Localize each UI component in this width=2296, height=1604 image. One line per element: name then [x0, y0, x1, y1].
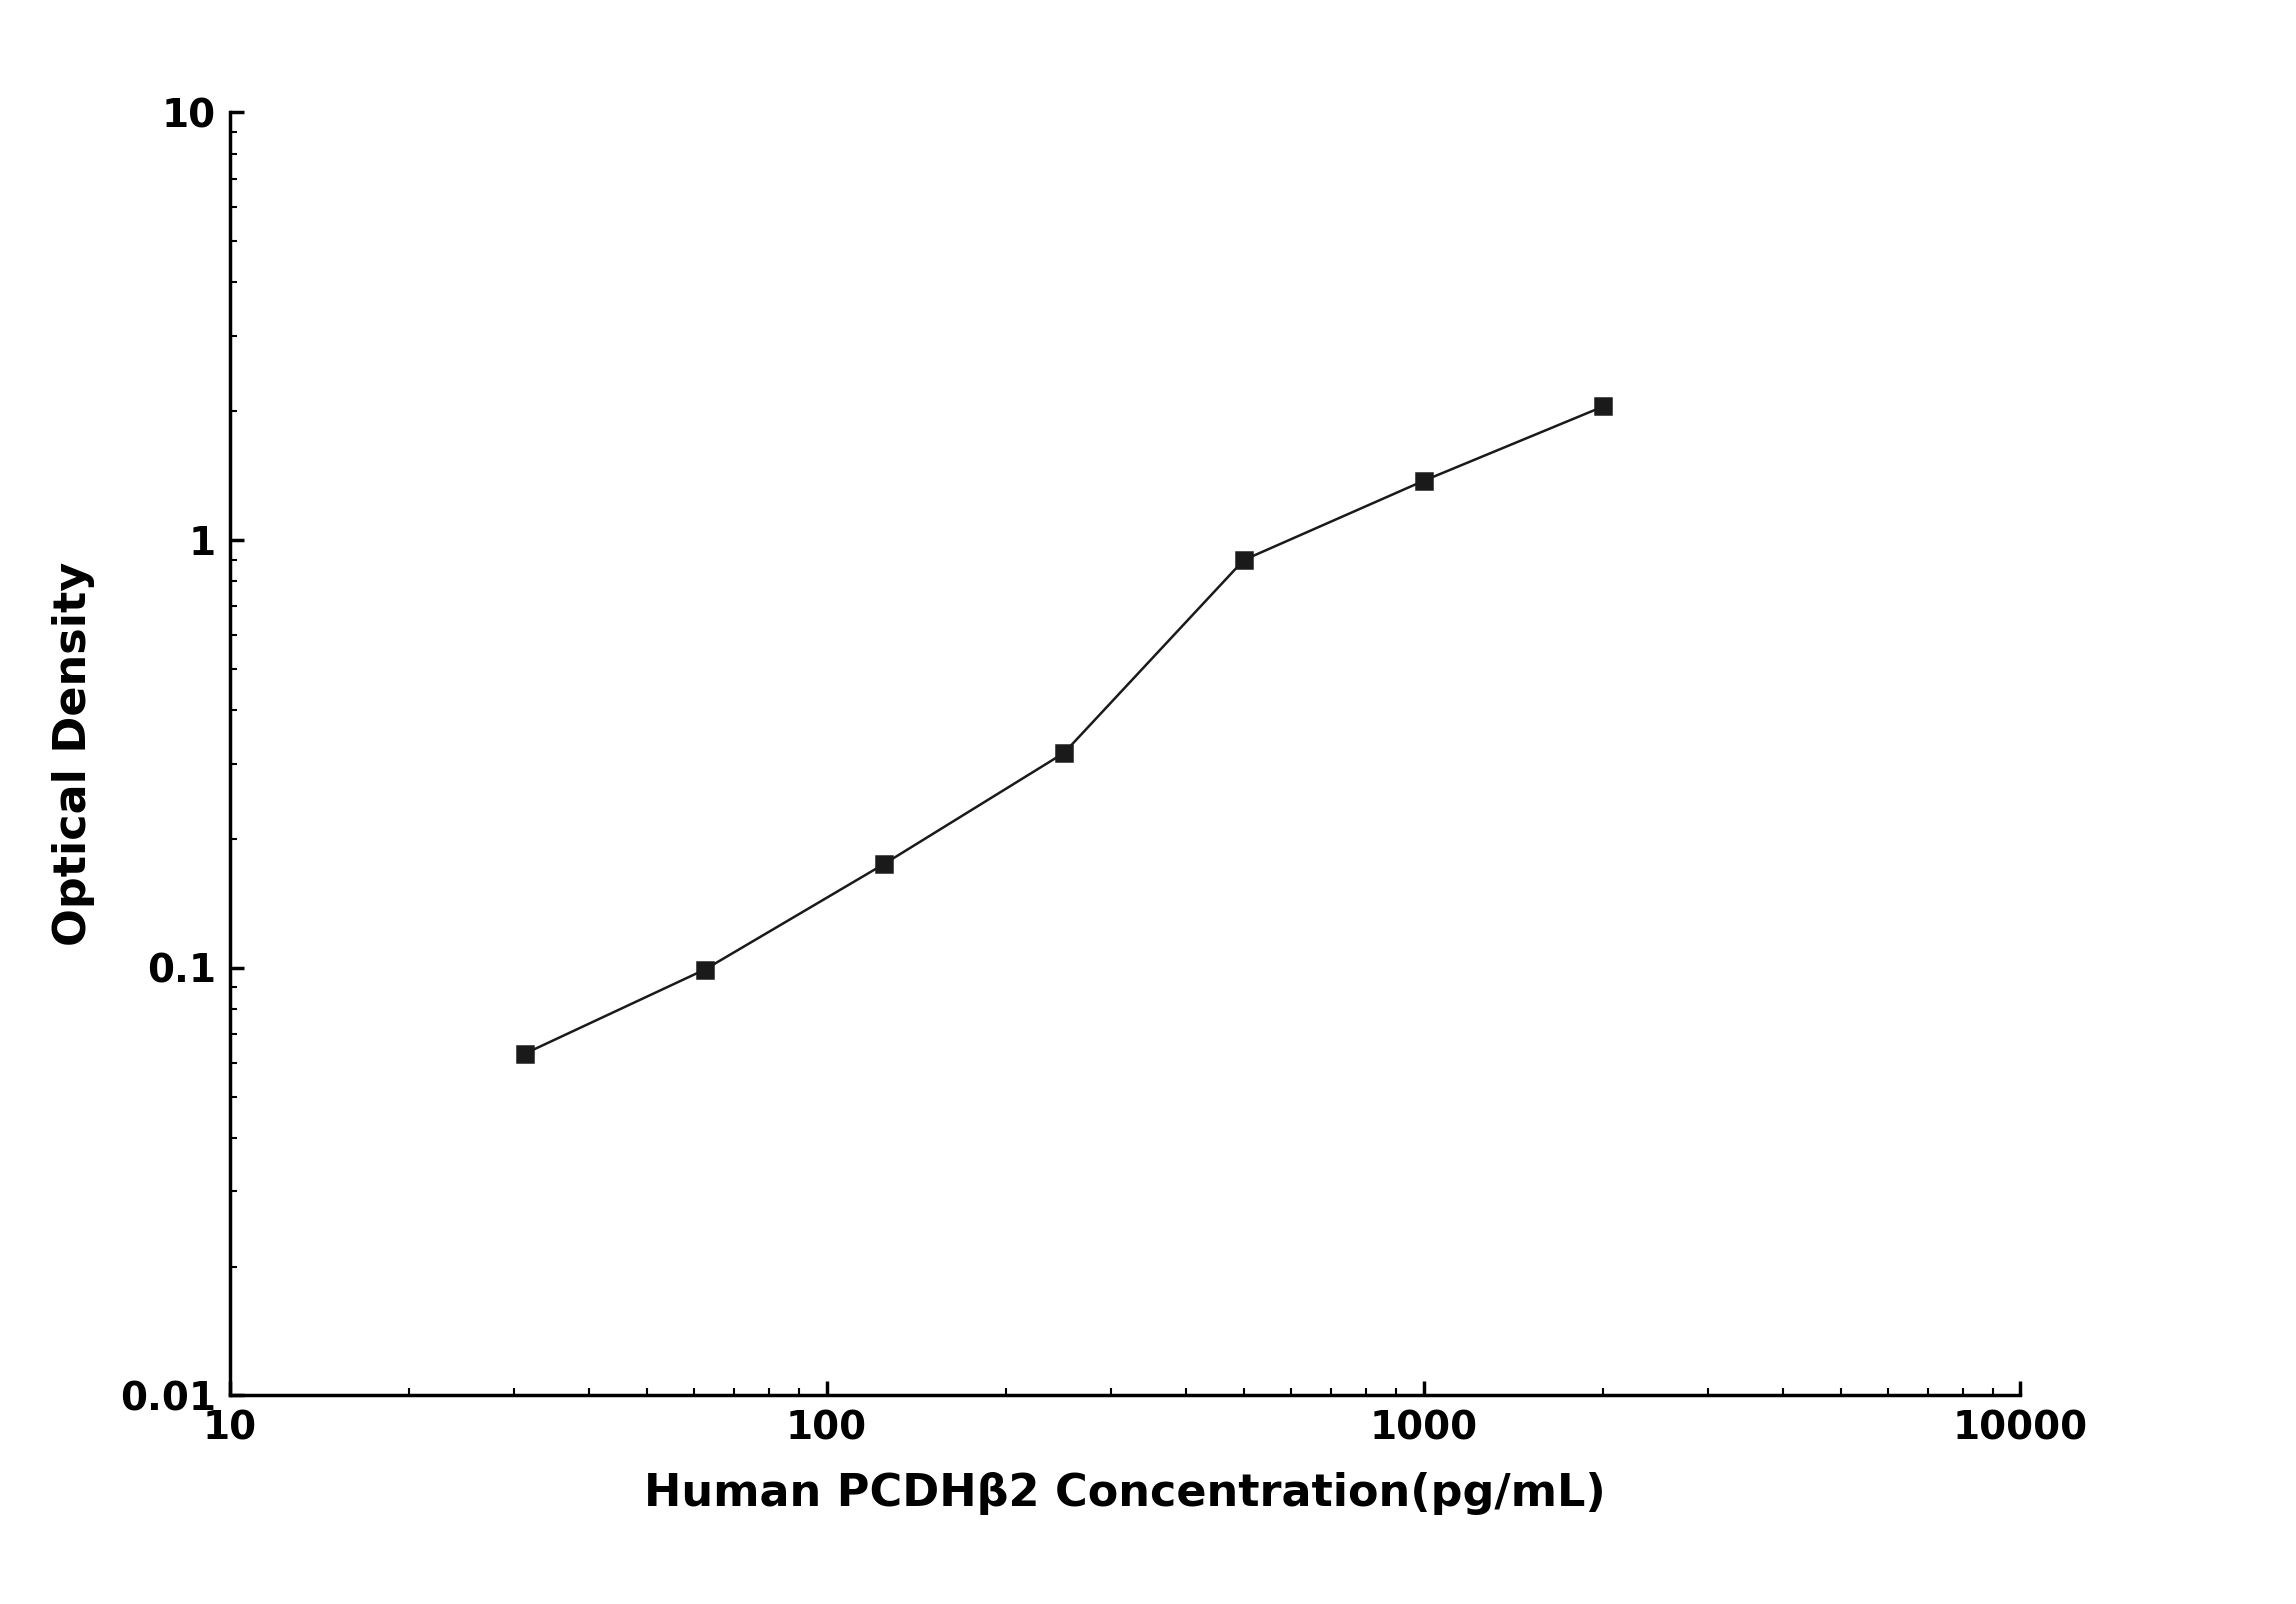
X-axis label: Human PCDHβ2 Concentration(pg/mL): Human PCDHβ2 Concentration(pg/mL) [645, 1472, 1605, 1516]
Y-axis label: Optical Density: Optical Density [53, 561, 94, 946]
